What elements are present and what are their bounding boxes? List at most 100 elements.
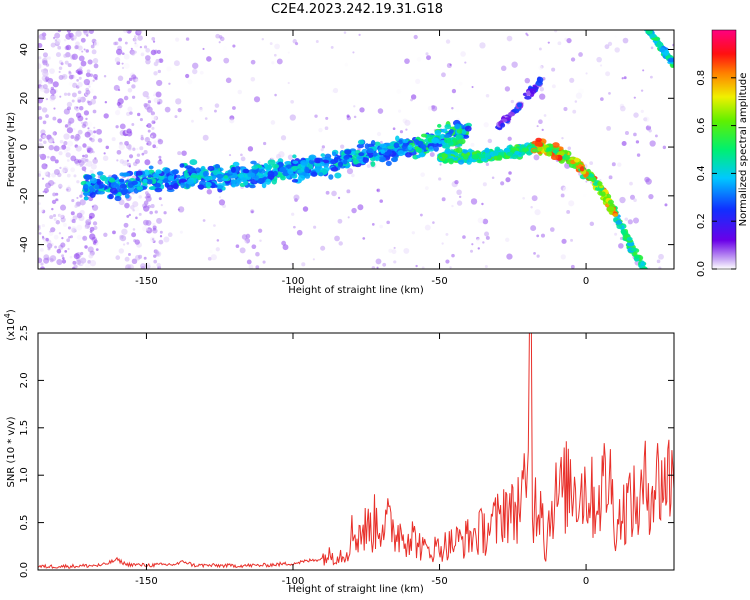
noise-point [118, 199, 125, 206]
noise-point [87, 127, 90, 130]
ridge-point [251, 165, 259, 170]
ridge-point [331, 151, 337, 157]
ridge-point [407, 144, 413, 150]
noise-point [67, 63, 72, 68]
noise-point [484, 264, 488, 269]
noise-point [71, 99, 75, 103]
x-tick-label: -150 [135, 576, 158, 587]
noise-point [386, 220, 390, 225]
noise-point [53, 107, 56, 110]
ridge-point [529, 88, 537, 95]
y-tick-label: 1.0 [19, 467, 30, 483]
noise-point [57, 118, 63, 124]
noise-point [130, 47, 133, 50]
y-tick-label: -40 [19, 236, 30, 252]
noise-point [543, 114, 547, 117]
ridge-point [334, 172, 342, 179]
ridge-point [534, 142, 543, 147]
noise-point [61, 94, 64, 97]
noise-point [228, 154, 232, 157]
noise-point [42, 84, 48, 90]
y-axis-label: Frequency (Hz) [6, 112, 17, 188]
ridge-point [179, 178, 187, 183]
noise-point [151, 265, 157, 269]
noise-point [405, 128, 408, 131]
ridge-point [648, 33, 657, 39]
noise-point [439, 163, 442, 166]
noise-point [605, 71, 611, 77]
ridge-point [600, 191, 606, 197]
noise-point [633, 132, 637, 137]
noise-point [261, 38, 264, 41]
ridge-point [292, 154, 297, 159]
noise-point [624, 217, 629, 222]
ridge-point [630, 247, 638, 252]
ridge-point [443, 137, 452, 144]
noise-point [145, 58, 151, 65]
noise-point [121, 66, 125, 70]
noise-point [156, 262, 161, 268]
noise-point [71, 82, 78, 88]
ridge-point [458, 138, 466, 145]
noise-point [263, 141, 267, 146]
noise-point [77, 129, 83, 135]
noise-point [426, 55, 431, 61]
noise-point [536, 254, 540, 258]
noise-point [82, 143, 87, 148]
noise-point [416, 56, 422, 62]
noise-point [83, 48, 86, 51]
noise-point [223, 57, 230, 64]
noise-point [156, 257, 159, 261]
ridge-point [315, 166, 321, 173]
noise-point [330, 46, 334, 49]
noise-point [132, 209, 135, 212]
noise-point [420, 172, 425, 177]
noise-point [629, 194, 636, 200]
noise-point [262, 260, 266, 264]
noise-point [642, 69, 645, 72]
ridge-point [552, 146, 560, 151]
noise-point [506, 253, 513, 260]
ridge-point [380, 149, 386, 154]
noise-point [458, 81, 463, 86]
noise-point [77, 159, 82, 164]
noise-point [91, 49, 97, 55]
ridge-point [300, 159, 309, 166]
noise-point [534, 209, 541, 216]
colorbar-frame [711, 29, 737, 270]
noise-point [633, 112, 639, 118]
noise-point [250, 76, 256, 82]
noise-point [291, 212, 295, 216]
noise-point [432, 221, 435, 224]
noise-point [482, 182, 487, 187]
noise-point [127, 264, 134, 269]
noise-point [445, 232, 449, 236]
noise-point [140, 266, 146, 269]
noise-point [538, 47, 542, 51]
noise-point [157, 69, 161, 74]
noise-point [622, 37, 629, 44]
noise-point [147, 129, 151, 133]
noise-point [149, 210, 153, 215]
noise-point [644, 176, 650, 183]
noise-point [52, 141, 55, 144]
ridge-point [441, 153, 448, 159]
noise-point [84, 131, 91, 138]
noise-point [84, 154, 89, 159]
noise-point [276, 58, 283, 65]
noise-point [485, 162, 490, 166]
noise-point [223, 46, 227, 51]
noise-point [143, 256, 147, 260]
noise-point [150, 135, 154, 138]
noise-point [96, 128, 102, 135]
noise-point [70, 235, 73, 239]
noise-point [50, 155, 56, 162]
noise-point [337, 196, 341, 199]
noise-point [175, 98, 182, 105]
noise-point [88, 253, 94, 259]
noise-point [204, 117, 208, 120]
ridge-point [267, 159, 276, 166]
noise-point [59, 213, 64, 219]
noise-point [88, 30, 94, 34]
ridge-point [236, 177, 242, 184]
